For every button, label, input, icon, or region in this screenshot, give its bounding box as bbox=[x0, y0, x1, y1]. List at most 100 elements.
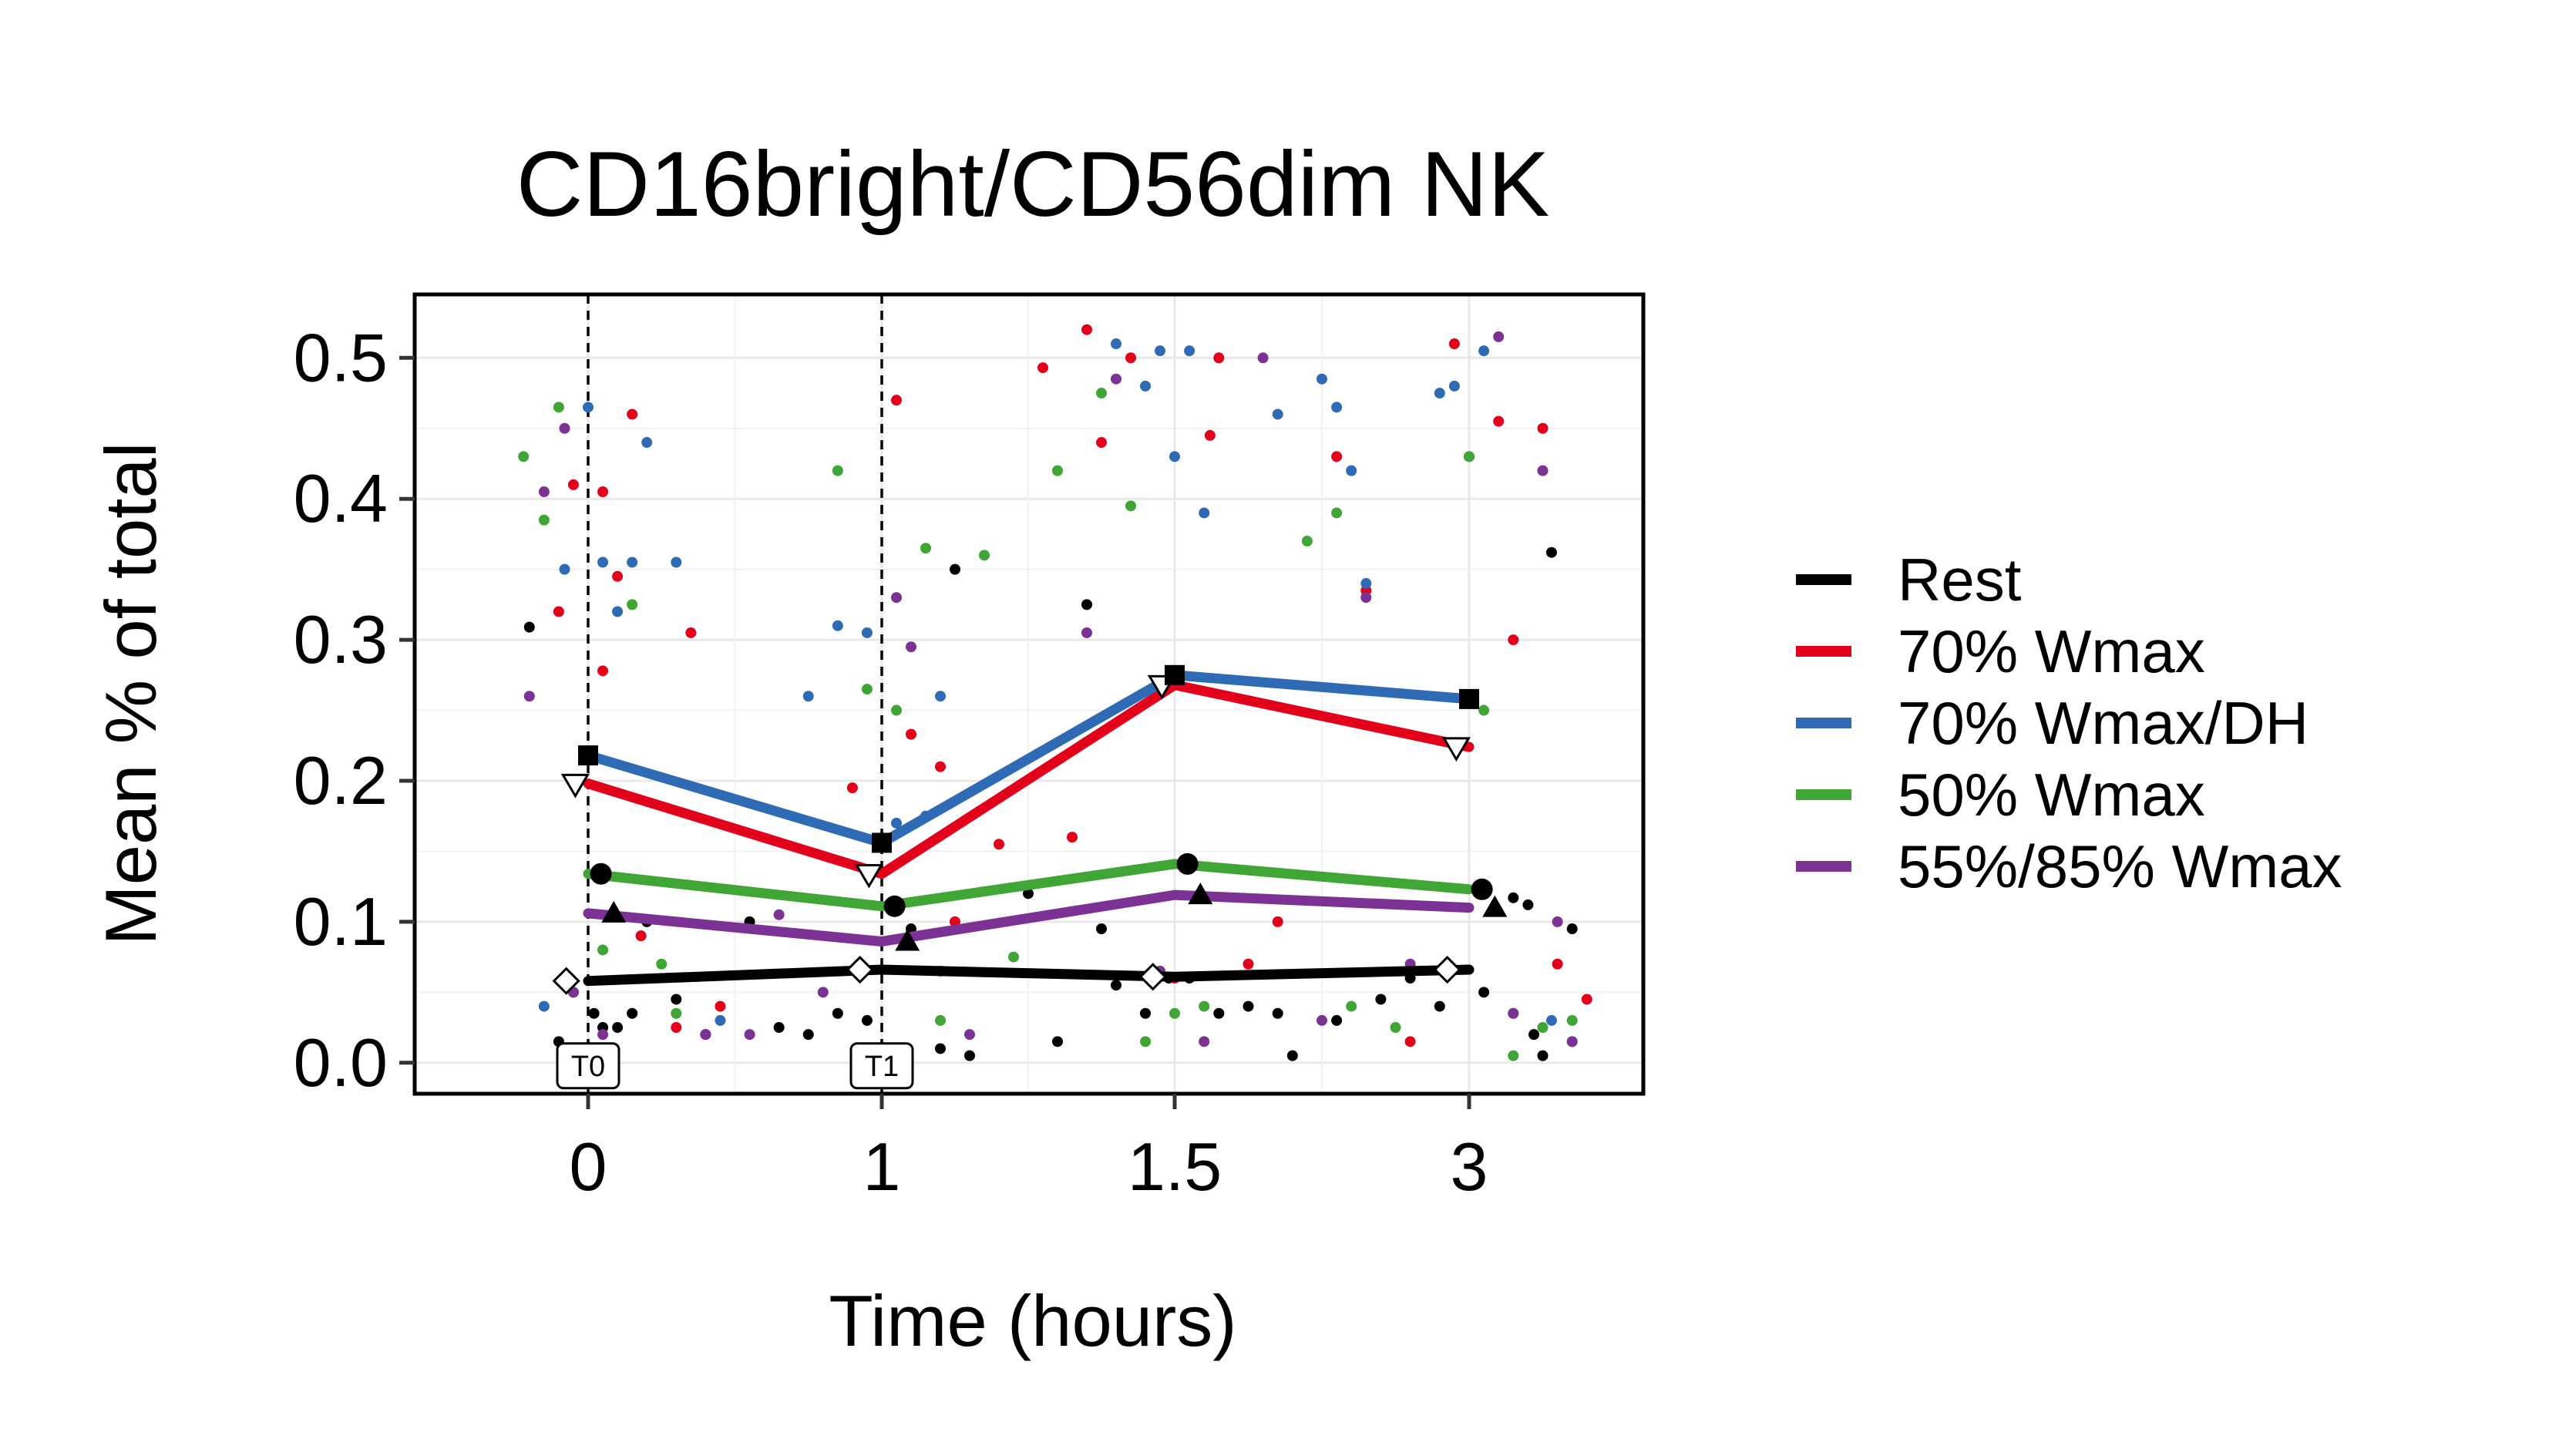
data-point bbox=[1140, 1036, 1151, 1047]
data-point bbox=[744, 1029, 755, 1041]
series-line bbox=[583, 964, 1475, 987]
data-point bbox=[1522, 899, 1534, 910]
data-point bbox=[523, 691, 535, 702]
data-point bbox=[935, 1014, 946, 1026]
legend-key-55-85-wmax bbox=[1796, 860, 1851, 872]
data-point bbox=[979, 550, 990, 561]
data-point bbox=[1096, 388, 1107, 399]
data-point bbox=[1213, 352, 1225, 364]
data-point bbox=[1493, 331, 1505, 342]
mean-marker bbox=[578, 745, 598, 766]
reference-label-box bbox=[849, 1042, 914, 1090]
data-point bbox=[891, 817, 902, 829]
data-point bbox=[1096, 923, 1107, 935]
data-point bbox=[1478, 345, 1490, 357]
data-point bbox=[597, 486, 609, 498]
x-tick-label: 1.5 bbox=[1128, 1128, 1222, 1205]
data-point bbox=[935, 691, 946, 702]
data-point bbox=[715, 1000, 726, 1012]
series-line bbox=[583, 670, 1475, 848]
data-point bbox=[1360, 577, 1372, 589]
y-tick-label: 0.3 bbox=[294, 601, 388, 678]
data-point bbox=[1052, 465, 1063, 476]
data-point bbox=[1243, 1000, 1254, 1012]
mean-marker bbox=[846, 955, 874, 984]
x-tick-label: 3 bbox=[1451, 1128, 1488, 1205]
data-point bbox=[1390, 1022, 1401, 1034]
legend-key-50-wmax bbox=[1796, 789, 1851, 800]
data-point bbox=[1478, 987, 1490, 998]
data-point bbox=[1508, 1007, 1519, 1019]
legend-item-70-wmax: 70% Wmax bbox=[1796, 615, 2342, 687]
y-axis-label: Mean % of total bbox=[90, 442, 171, 946]
data-point bbox=[627, 557, 638, 568]
mean-markers bbox=[552, 664, 1508, 995]
data-point bbox=[685, 627, 697, 638]
reference-label-text: T0 bbox=[571, 1051, 605, 1083]
data-point bbox=[1493, 415, 1505, 427]
data-point bbox=[920, 543, 931, 554]
data-point bbox=[1448, 338, 1460, 350]
data-point bbox=[1545, 546, 1557, 558]
data-point bbox=[553, 402, 564, 413]
series-lines bbox=[583, 670, 1475, 987]
mean-marker bbox=[601, 900, 627, 923]
data-point bbox=[1508, 1050, 1519, 1061]
data-point bbox=[906, 641, 916, 653]
mean-marker bbox=[854, 863, 884, 889]
data-point bbox=[627, 599, 638, 610]
data-point bbox=[964, 1029, 975, 1041]
mean-marker bbox=[1165, 664, 1185, 685]
mean-marker bbox=[1482, 895, 1508, 917]
data-point bbox=[802, 1029, 814, 1041]
mean-marker bbox=[895, 929, 920, 951]
legend-key-70-wmax-dh bbox=[1796, 717, 1851, 728]
data-point bbox=[588, 1007, 600, 1019]
data-point bbox=[1111, 338, 1121, 350]
data-point bbox=[1528, 1029, 1540, 1041]
chart-title: CD16bright/CD56dim NK bbox=[516, 133, 1550, 236]
data-point bbox=[559, 422, 570, 434]
data-point bbox=[715, 1014, 726, 1026]
data-point bbox=[1331, 402, 1343, 413]
legend: Rest 70% Wmax 70% Wmax/DH 50% Wmax 55%/8… bbox=[1796, 543, 2342, 902]
data-point bbox=[1199, 507, 1210, 519]
data-point bbox=[612, 606, 624, 617]
series-line bbox=[583, 859, 1475, 912]
data-point bbox=[1346, 1000, 1357, 1012]
data-point bbox=[1169, 1007, 1180, 1019]
data-point bbox=[950, 563, 960, 575]
data-point bbox=[1213, 1007, 1225, 1019]
data-point bbox=[773, 909, 785, 920]
data-point bbox=[1508, 892, 1519, 903]
data-point bbox=[1581, 994, 1592, 1005]
data-point bbox=[1448, 380, 1460, 392]
data-point bbox=[1537, 1022, 1549, 1034]
data-point bbox=[1272, 1007, 1283, 1019]
y-axis-ticks: 0.0 0.1 0.2 0.3 0.4 0.5 bbox=[294, 319, 415, 1101]
data-point bbox=[1243, 958, 1254, 970]
data-point bbox=[1301, 536, 1313, 547]
data-point bbox=[1067, 832, 1078, 843]
mean-marker bbox=[1459, 688, 1479, 709]
data-point bbox=[891, 395, 902, 406]
data-point bbox=[1111, 980, 1121, 991]
data-point bbox=[671, 557, 682, 568]
data-point bbox=[627, 1007, 638, 1019]
data-point bbox=[1081, 599, 1092, 610]
legend-item-55-85-wmax: 55%/85% Wmax bbox=[1796, 830, 2342, 902]
data-point bbox=[994, 839, 1004, 850]
data-point bbox=[1317, 373, 1327, 385]
data-point bbox=[1111, 373, 1121, 385]
data-point bbox=[846, 782, 858, 794]
y-tick-label: 0.1 bbox=[294, 883, 388, 960]
data-point bbox=[1508, 634, 1519, 646]
data-point bbox=[671, 1007, 682, 1019]
data-point bbox=[538, 1000, 550, 1012]
y-tick-label: 0.5 bbox=[294, 319, 388, 395]
data-point bbox=[1037, 362, 1048, 374]
data-point bbox=[700, 1029, 711, 1041]
reference-lines bbox=[587, 294, 883, 1094]
data-point bbox=[1566, 1014, 1578, 1026]
mean-marker bbox=[1138, 963, 1167, 991]
